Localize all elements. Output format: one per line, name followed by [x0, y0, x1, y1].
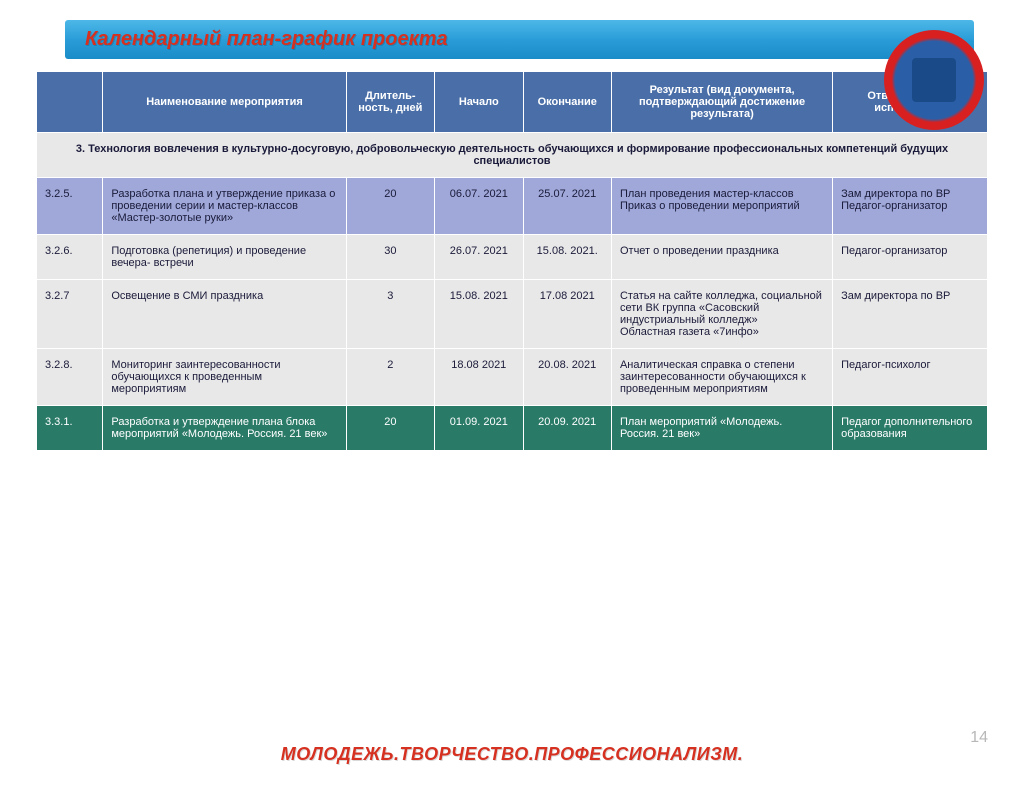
cell-responsible: Педагог дополнительного образования	[833, 406, 988, 451]
cell-num: 3.2.5.	[37, 178, 103, 235]
cell-num: 3.2.7	[37, 280, 103, 349]
cell-start: 01.09. 2021	[435, 406, 523, 451]
col-header-duration: Длитель-ность, дней	[346, 72, 434, 133]
cell-name: Разработка плана и утверждение приказа о…	[103, 178, 346, 235]
col-header-name: Наименование мероприятия	[103, 72, 346, 133]
cell-num: 3.3.1.	[37, 406, 103, 451]
cell-name: Разработка и утверждение плана блока мер…	[103, 406, 346, 451]
table-row: 3.2.7 Освещение в СМИ праздника315.08. 2…	[37, 280, 988, 349]
section-title: 3. Технология вовлечения в культурно-дос…	[37, 133, 988, 178]
col-header-start: Начало	[435, 72, 523, 133]
cell-name: Мониторинг заинтересованности обучающихс…	[103, 349, 346, 406]
cell-end: 15.08. 2021.	[523, 235, 611, 280]
cell-duration: 3	[346, 280, 434, 349]
cell-start: 06.07. 2021	[435, 178, 523, 235]
cell-responsible: Педагог-организатор	[833, 235, 988, 280]
page-number: 14	[970, 729, 988, 747]
col-header-end: Окончание	[523, 72, 611, 133]
cell-start: 26.07. 2021	[435, 235, 523, 280]
cell-duration: 2	[346, 349, 434, 406]
cell-result: Отчет о проведении праздника	[611, 235, 832, 280]
cell-start: 18.08 2021	[435, 349, 523, 406]
college-logo	[874, 30, 994, 140]
cell-result: Аналитическая справка о степени заинтере…	[611, 349, 832, 406]
footer-slogan: МОЛОДЕЖЬ.ТВОРЧЕСТВО.ПРОФЕССИОНАЛИЗМ.	[0, 744, 1024, 765]
table-row: 3.2.6.Подготовка (репетиция) и проведени…	[37, 235, 988, 280]
cell-start: 15.08. 2021	[435, 280, 523, 349]
cell-responsible: Педагог-психолог	[833, 349, 988, 406]
table-row: 3.2.8.Мониторинг заинтересованности обуч…	[37, 349, 988, 406]
cell-name: Освещение в СМИ праздника	[103, 280, 346, 349]
section-row: 3. Технология вовлечения в культурно-дос…	[37, 133, 988, 178]
cell-result: План мероприятий «Молодежь. Россия. 21 в…	[611, 406, 832, 451]
cell-result: Статья на сайте колледжа, социальной сет…	[611, 280, 832, 349]
table-header-row: Наименование мероприятия Длитель-ность, …	[37, 72, 988, 133]
cell-duration: 20	[346, 406, 434, 451]
cell-end: 20.09. 2021	[523, 406, 611, 451]
cell-duration: 20	[346, 178, 434, 235]
cell-num: 3.2.8.	[37, 349, 103, 406]
cell-end: 17.08 2021	[523, 280, 611, 349]
cell-num: 3.2.6.	[37, 235, 103, 280]
cell-end: 25.07. 2021	[523, 178, 611, 235]
col-header-num	[37, 72, 103, 133]
cell-name: Подготовка (репетиция) и проведение вече…	[103, 235, 346, 280]
cell-end: 20.08. 2021	[523, 349, 611, 406]
page-title: Календарный план-график проекта	[85, 28, 448, 50]
cell-responsible: Зам директора по ВР	[833, 280, 988, 349]
schedule-table: Наименование мероприятия Длитель-ность, …	[36, 71, 988, 451]
cell-duration: 30	[346, 235, 434, 280]
table-row: 3.3.1.Разработка и утверждение плана бло…	[37, 406, 988, 451]
cell-responsible: Зам директора по ВРПедагог-организатор	[833, 178, 988, 235]
col-header-result: Результат (вид документа, подтверждающий…	[611, 72, 832, 133]
title-bar: Календарный план-график проекта	[65, 20, 974, 59]
table-row: 3.2.5.Разработка плана и утверждение при…	[37, 178, 988, 235]
table-body: 3. Технология вовлечения в культурно-дос…	[37, 133, 988, 451]
cell-result: План проведения мастер-классовПриказ о п…	[611, 178, 832, 235]
